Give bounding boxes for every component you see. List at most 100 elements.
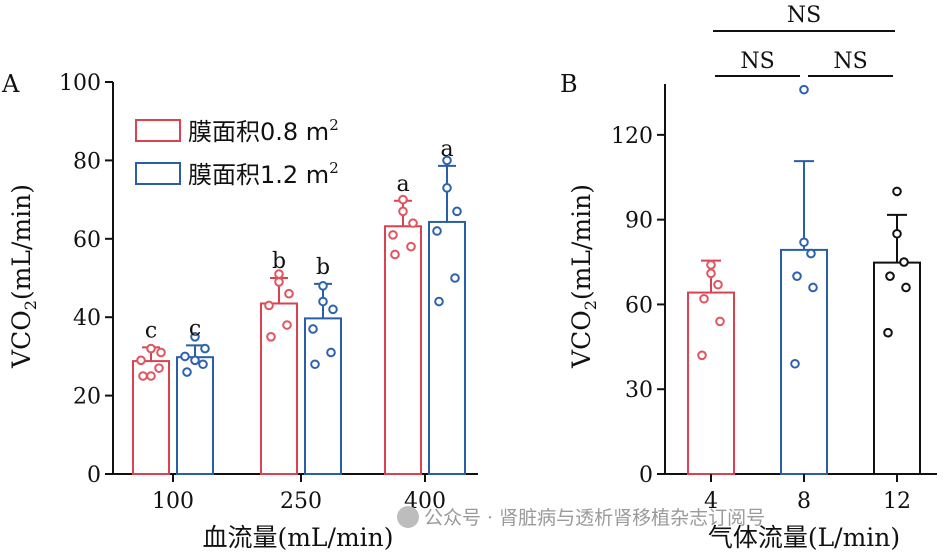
panel-a-legend: 膜面积0.8 m2 膜面积1.2 m2 (135, 116, 339, 189)
panel-b-label: B (560, 70, 578, 98)
panel-a-y-label: VCO2(mL/min) (7, 184, 40, 369)
panel-b-bars (687, 84, 921, 476)
panel-b-significance-brackets: NS NS NS (713, 3, 895, 77)
panel-a-data-point (442, 183, 452, 193)
panel-a-bar (428, 220, 466, 475)
panel-a-bar (260, 302, 298, 476)
panel-b-y-ticks: 0 30 60 90 120 (611, 124, 665, 488)
panel-b-data-point (697, 350, 707, 361)
panel-a-significance-letter: a (440, 137, 453, 162)
panel-b-y-label: VCO2(mL/min) (567, 184, 600, 369)
panel-b-ns-label: NS (740, 49, 774, 74)
panel-a-data-point (180, 351, 190, 362)
panel-b-y-tick-label: 30 (625, 378, 653, 403)
panel-a-data-point (156, 347, 166, 358)
panel-b-y-tick-label: 120 (611, 124, 653, 149)
panel-b-data-point (806, 248, 816, 259)
panel-a-data-point (434, 296, 444, 307)
panel-b-y-tick-label: 90 (625, 209, 653, 234)
panel-b-x-label: 气体流量(L/min) (708, 523, 900, 552)
panel-a-bar (384, 225, 422, 475)
wechat-icon (397, 506, 419, 528)
panel-b-y-tick-label: 60 (625, 293, 653, 318)
panel-b-data-point (808, 282, 818, 293)
panel-b-data-point (790, 358, 800, 369)
panel-a-data-point (398, 194, 408, 205)
panel-a-data-point (318, 296, 328, 307)
panel-a-data-point (406, 241, 416, 252)
panel-a-data-point (198, 359, 208, 370)
panel-b-data-point (892, 186, 902, 197)
panel-a-data-point (310, 359, 320, 370)
panel-a-data-point (182, 367, 192, 377)
panel-a-data-point (146, 371, 156, 381)
watermark: 公众号 · 肾脏病与透析肾移植杂志订阅号 (397, 506, 765, 529)
legend-swatch-blue (135, 162, 181, 185)
panel-a-data-point (282, 320, 292, 330)
panel-a-data-point (136, 355, 146, 366)
panel-a-data-point (266, 332, 276, 342)
legend-label-membrane-0-8: 膜面积0.8 m2 (188, 116, 339, 146)
panel-a-y-ticks: 0 20 40 60 80 100 (59, 71, 113, 488)
legend-swatch-red (135, 119, 181, 142)
panel-a-y-label-main: VCO (7, 310, 36, 369)
panel-b-x-tick-label: 8 (797, 489, 811, 514)
panel-a-data-point (408, 218, 418, 228)
panel-a-data-point (388, 230, 398, 240)
panel-a-bar (304, 317, 342, 475)
panel-a-data-point (398, 206, 408, 217)
panel-a-x-tick-label: 250 (280, 489, 322, 514)
panel-a-significance-letter: a (396, 172, 409, 197)
panel-b-ns-label: NS (787, 3, 821, 28)
panel-b-data-point (901, 282, 911, 293)
panel-a-data-point (328, 304, 338, 315)
panel-b-x-tick-label: 4 (704, 489, 718, 514)
panel-a-data-point (190, 332, 200, 342)
panel-b-x-ticks: 4 8 12 (704, 474, 911, 514)
panel-a-y-tick-label: 100 (59, 71, 101, 96)
panel-b-y-tick-label: 0 (639, 463, 653, 488)
panel-b-data-point (715, 316, 725, 327)
panel-a-x-tick-label: 100 (152, 489, 194, 514)
panel-a-data-point (146, 343, 156, 354)
panel-b-data-point (883, 327, 893, 338)
panel-b-data-point (706, 268, 716, 279)
legend-label-membrane-1-2: 膜面积1.2 m2 (188, 159, 339, 189)
panel-a-data-point (390, 249, 400, 260)
panel-a-y-tick-label: 40 (73, 306, 101, 331)
panel-a-data-point (450, 273, 460, 283)
panel-b-x-tick-label: 12 (883, 489, 911, 514)
panel-a-y-label-unit: (mL/min) (7, 184, 36, 300)
panel-a-data-point (326, 347, 336, 358)
panel-a-y-tick-label: 60 (73, 228, 101, 253)
panel-b-y-label-unit: (mL/min) (567, 184, 596, 300)
panel-b-data-point (699, 293, 709, 304)
panel-a-data-point (154, 363, 164, 373)
panel-a-data-point (284, 288, 294, 299)
panel-a-data-point (274, 277, 284, 287)
panel-a-data-point (190, 355, 200, 366)
panel-a-data-point (308, 324, 318, 334)
panel-b-bar (873, 261, 921, 476)
panel-a-significance-letter: c (189, 316, 201, 341)
panel-b-y-label-main: VCO (567, 310, 596, 369)
watermark-text: 公众号 · 肾脏病与透析肾移植杂志订阅号 (424, 507, 765, 529)
panel-b-data-point (885, 271, 895, 281)
panel-b-y-label-sub: 2 (581, 300, 600, 310)
panel-a-y-tick-label: 20 (73, 385, 101, 410)
panel-b-ns-label: NS (833, 49, 867, 74)
panel-a-data-point (442, 155, 452, 166)
panel-b-data-point (713, 279, 723, 290)
panel-b-data-point (892, 228, 902, 239)
panel-a-label: A (1, 70, 20, 98)
panel-b-data-point (799, 84, 809, 95)
panel-b-bar (780, 248, 828, 475)
panel-a-bar (176, 356, 214, 475)
panel-b-data-point (706, 260, 716, 270)
panel-a-significance-letter: c (145, 318, 157, 343)
panel-b-bar (687, 291, 735, 475)
panel-a-y-label-sub: 2 (21, 300, 40, 310)
panel-a-data-point (318, 281, 328, 291)
